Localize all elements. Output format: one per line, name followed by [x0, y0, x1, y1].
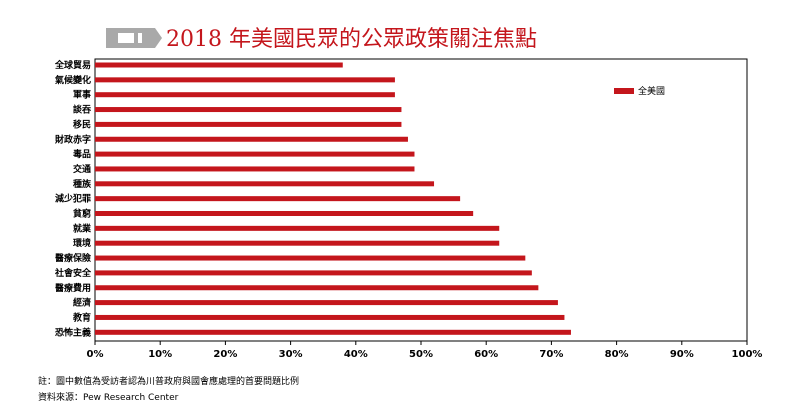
- x-axis-ticks: 0% 10% 20% 30% 40% 50% 60% 70% 80% 90% 100%: [87, 341, 763, 360]
- legend-swatch: [614, 88, 634, 94]
- x-tick-label: 30%: [279, 349, 303, 360]
- bar: [95, 270, 532, 276]
- chart-title: 2018 年美國民眾的公眾政策關注焦點: [166, 27, 537, 52]
- x-tick-label: 100%: [732, 349, 763, 360]
- source-note: 資料來源：Pew Research Center: [38, 391, 179, 403]
- x-tick-label: 80%: [605, 349, 629, 360]
- bar: [95, 225, 500, 231]
- x-tick-label: 90%: [670, 349, 694, 360]
- bar: [95, 181, 435, 187]
- bar: [95, 62, 343, 68]
- bar: [95, 255, 526, 261]
- category-label: 社會安全: [54, 267, 92, 279]
- category-label: 減少犯罪: [55, 193, 91, 205]
- bar: [95, 107, 402, 113]
- x-tick-label: 40%: [344, 349, 368, 360]
- category-label: 醫療保險: [55, 252, 91, 264]
- category-label: 就業: [73, 222, 92, 234]
- category-label: 氣候變化: [55, 74, 91, 86]
- legend-label: 全美國: [638, 85, 665, 97]
- footnote: 註：圖中數值為受訪者認為川普政府與國會應處理的首要問題比例: [38, 375, 299, 387]
- category-label: 經濟: [73, 297, 91, 309]
- bar: [95, 314, 565, 320]
- bar-group: [95, 62, 571, 335]
- category-label: 財政赤字: [54, 133, 91, 145]
- category-label: 談吞: [73, 104, 91, 116]
- x-tick-label: 10%: [148, 349, 172, 360]
- bar: [95, 240, 500, 246]
- bar: [95, 151, 415, 157]
- bar: [95, 300, 558, 306]
- bar: [95, 121, 402, 127]
- category-label: 全球貿易: [54, 59, 91, 71]
- x-tick-label: 60%: [474, 349, 498, 360]
- legend: 全美國: [614, 85, 665, 97]
- x-tick-label: 0%: [87, 349, 104, 360]
- category-labels: 全球貿易氣候變化軍事談吞移民財政赤字毒品交通種族減少犯罪貧窮就業環境醫療保險社會…: [54, 59, 92, 338]
- category-label: 環境: [73, 237, 91, 249]
- bar: [95, 92, 395, 98]
- category-label: 毒品: [73, 148, 91, 160]
- bar: [95, 211, 474, 216]
- bar: [95, 136, 408, 142]
- tag-icon: [106, 28, 162, 48]
- bar: [95, 77, 395, 83]
- category-label: 醫療費用: [55, 282, 91, 294]
- bar: [95, 166, 415, 172]
- x-tick-label: 50%: [409, 349, 433, 360]
- category-label: 教育: [72, 311, 91, 323]
- bar: [95, 329, 571, 335]
- bar: [95, 196, 461, 202]
- bar: [95, 285, 539, 291]
- category-label: 恐怖主義: [55, 326, 91, 338]
- x-tick-label: 20%: [213, 349, 237, 360]
- category-label: 貧窮: [73, 208, 91, 220]
- category-label: 移民: [73, 118, 91, 130]
- category-label: 種族: [73, 178, 92, 190]
- x-tick-label: 70%: [539, 349, 563, 360]
- category-label: 交通: [73, 163, 91, 175]
- category-label: 軍事: [73, 89, 91, 101]
